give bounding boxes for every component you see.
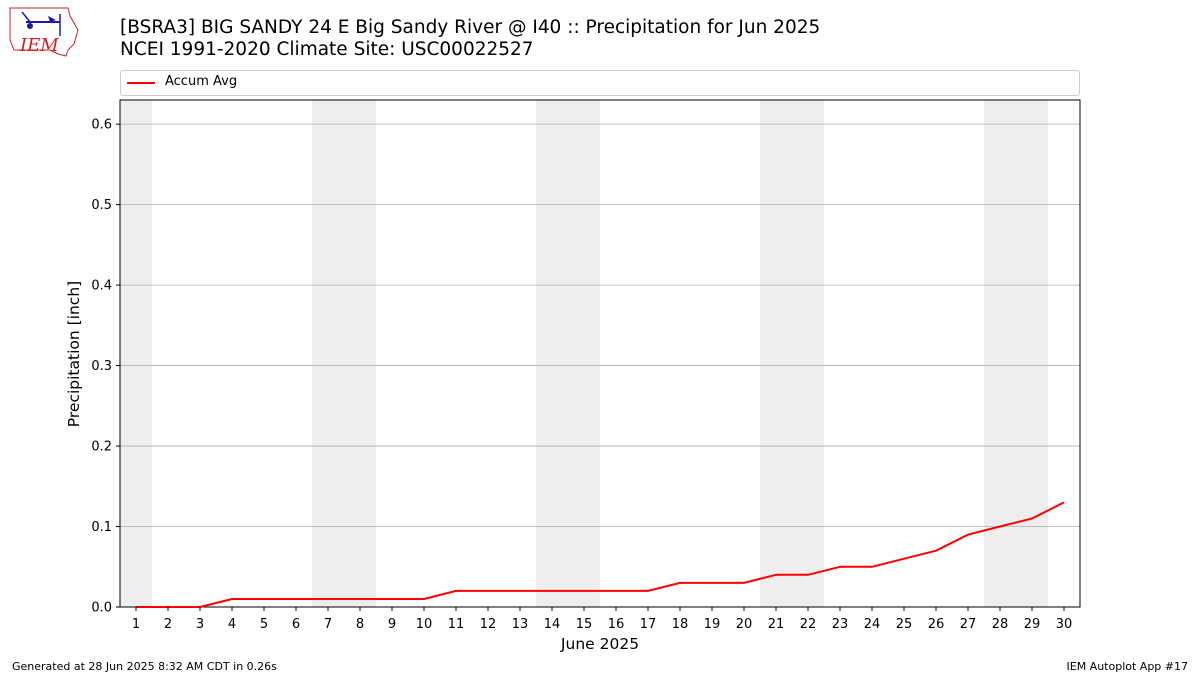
weekend-band-7 bbox=[312, 100, 344, 607]
x-tick-label: 8 bbox=[356, 617, 364, 632]
footer-app-text: IEM Autoplot App #17 bbox=[1066, 660, 1189, 673]
x-tick-label: 2 bbox=[164, 617, 172, 632]
weekend-band-1 bbox=[120, 100, 152, 607]
weekend-band-22 bbox=[792, 100, 824, 607]
y-tick-label: 0.6 bbox=[91, 118, 112, 133]
x-tick-label: 20 bbox=[736, 617, 753, 632]
chart-title: [BSRA3] BIG SANDY 24 E Big Sandy River @… bbox=[120, 17, 821, 38]
x-tick-label: 28 bbox=[992, 617, 1009, 632]
x-tick-label: 10 bbox=[416, 617, 433, 632]
y-tick-label: 0.0 bbox=[91, 601, 112, 616]
x-tick-label: 24 bbox=[864, 617, 881, 632]
x-tick-label: 22 bbox=[800, 617, 817, 632]
x-tick-label: 15 bbox=[576, 617, 593, 632]
x-tick-label: 25 bbox=[896, 617, 913, 632]
y-tick-label: 0.1 bbox=[91, 520, 112, 535]
x-tick-label: 3 bbox=[196, 617, 204, 632]
weekend-band-15 bbox=[568, 100, 600, 607]
y-tick-label: 0.4 bbox=[91, 279, 112, 294]
x-tick-label: 14 bbox=[544, 617, 561, 632]
x-tick-label: 9 bbox=[388, 617, 396, 632]
x-tick-label: 19 bbox=[704, 617, 721, 632]
x-tick-label: 30 bbox=[1056, 617, 1073, 632]
x-tick-label: 5 bbox=[260, 617, 268, 632]
y-tick-label: 0.5 bbox=[91, 198, 112, 213]
x-tick-label: 27 bbox=[960, 617, 977, 632]
x-tick-label: 6 bbox=[292, 617, 300, 632]
x-tick-label: 23 bbox=[832, 617, 849, 632]
plot-frame bbox=[119, 99, 1081, 608]
weekend-band-21 bbox=[760, 100, 792, 607]
x-tick-label: 1 bbox=[132, 617, 140, 632]
weekend-band-8 bbox=[344, 100, 376, 607]
x-axis-label: June 2025 bbox=[560, 635, 639, 653]
logo-text: IEM bbox=[19, 35, 59, 56]
x-tick-label: 26 bbox=[928, 617, 945, 632]
series-line-accum-avg bbox=[136, 501, 1065, 608]
x-tick-label: 13 bbox=[512, 617, 529, 632]
weekend-band-14 bbox=[536, 100, 568, 607]
x-tick-label: 29 bbox=[1024, 617, 1041, 632]
legend: Accum Avg bbox=[120, 70, 1080, 96]
legend-swatch-accum-avg bbox=[127, 82, 155, 84]
chart-subtitle: NCEI 1991-2020 Climate Site: USC00022527 bbox=[120, 39, 534, 60]
y-axis-label: Precipitation [inch] bbox=[65, 281, 83, 427]
legend-label-accum-avg: Accum Avg bbox=[165, 74, 238, 89]
weekend-band-28 bbox=[984, 100, 1016, 607]
footer-generated-text: Generated at 28 Jun 2025 8:32 AM CDT in … bbox=[12, 660, 277, 673]
x-tick-label: 17 bbox=[640, 617, 657, 632]
x-tick-label: 16 bbox=[608, 617, 625, 632]
x-tick-label: 12 bbox=[480, 617, 497, 632]
x-tick-label: 11 bbox=[448, 617, 465, 632]
x-tick-label: 7 bbox=[324, 617, 332, 632]
x-tick-label: 4 bbox=[228, 617, 236, 632]
y-tick-label: 0.3 bbox=[91, 359, 112, 374]
y-tick-label: 0.2 bbox=[91, 440, 112, 455]
weekend-band-29 bbox=[1016, 100, 1048, 607]
x-tick-label: 21 bbox=[768, 617, 785, 632]
x-tick-label: 18 bbox=[672, 617, 689, 632]
iem-logo: IEM bbox=[9, 7, 79, 57]
